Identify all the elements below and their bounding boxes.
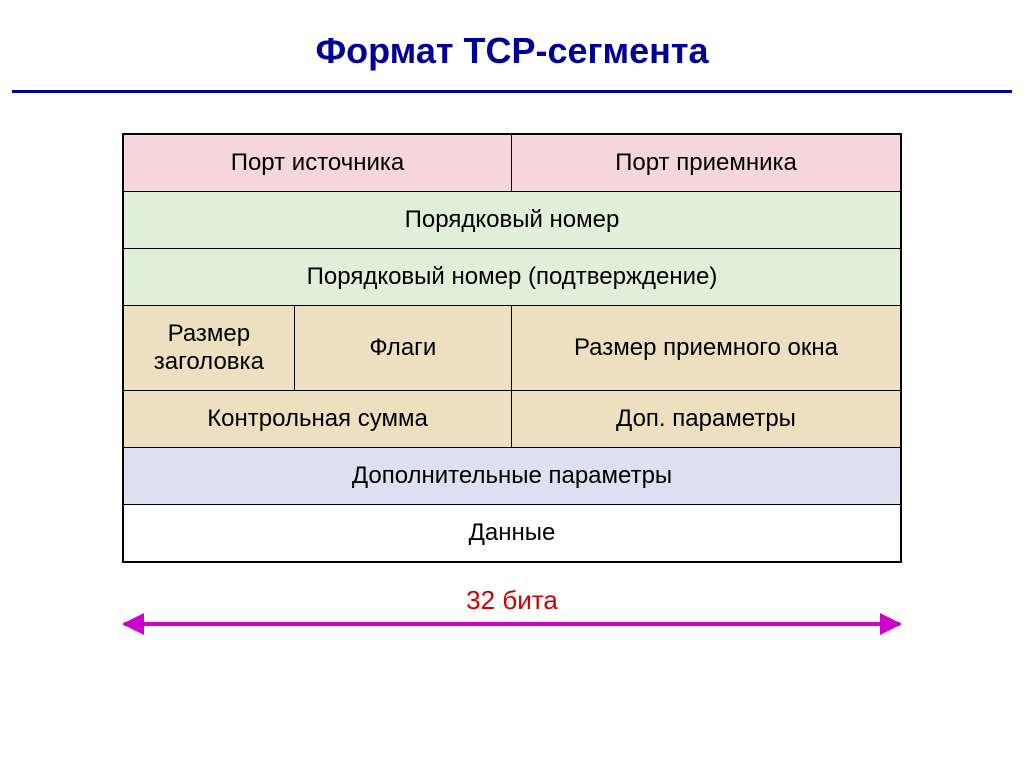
diagram-cell: Размер приемного окна	[512, 306, 900, 391]
diagram-cell: Данные	[124, 505, 900, 561]
diagram-cell: Порт источника	[124, 135, 512, 192]
width-label: 32 бита	[122, 585, 902, 616]
diagram-row: Дополнительные параметры	[124, 448, 900, 505]
diagram-row: Размер заголовкаФлагиРазмер приемного ок…	[124, 306, 900, 391]
arrow-left-head	[122, 613, 144, 635]
diagram-cell: Дополнительные параметры	[124, 448, 900, 505]
diagram-row: Данные	[124, 505, 900, 561]
diagram-cell: Порядковый номер	[124, 192, 900, 249]
tcp-segment-diagram: Порт источникаПорт приемникаПорядковый н…	[122, 133, 902, 563]
width-indicator: 32 бита	[122, 585, 902, 626]
title-underline	[12, 90, 1012, 93]
width-arrow-line	[124, 622, 900, 626]
diagram-cell: Флаги	[295, 306, 512, 391]
slide-title: Формат TCP-сегмента	[0, 0, 1024, 90]
diagram-row: Контрольная суммаДоп. параметры	[124, 391, 900, 448]
diagram-row: Порядковый номер (подтверждение)	[124, 249, 900, 306]
diagram-cell: Размер заголовка	[124, 306, 295, 391]
diagram-cell: Контрольная сумма	[124, 391, 512, 448]
diagram-cell: Доп. параметры	[512, 391, 900, 448]
arrow-right-head	[880, 613, 902, 635]
diagram-row: Порт источникаПорт приемника	[124, 135, 900, 192]
diagram-row: Порядковый номер	[124, 192, 900, 249]
diagram-cell: Порт приемника	[512, 135, 900, 192]
diagram-cell: Порядковый номер (подтверждение)	[124, 249, 900, 306]
